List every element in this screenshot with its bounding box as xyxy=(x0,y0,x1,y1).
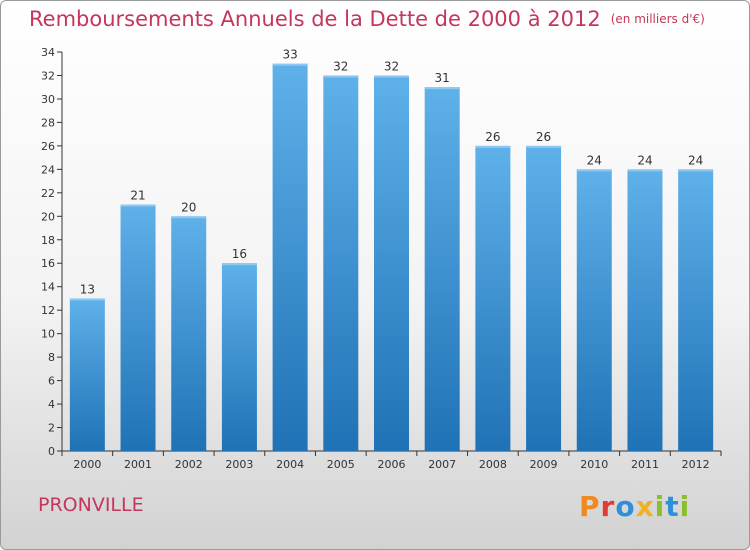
x-tick-label: 2004 xyxy=(276,458,304,471)
bar-value-label: 20 xyxy=(181,200,196,214)
y-tick-label: 2 xyxy=(48,422,55,435)
logo-letter: x xyxy=(635,490,655,523)
bar-highlight-2004 xyxy=(272,63,308,66)
x-tick-label: 2000 xyxy=(73,458,101,471)
bar-2007 xyxy=(424,87,460,452)
chart-unit: (en milliers d'€) xyxy=(610,12,705,26)
x-tick-label: 2012 xyxy=(682,458,710,471)
logo-letter: P xyxy=(579,490,601,523)
bar-2006 xyxy=(374,75,409,452)
y-tick-label: 32 xyxy=(41,69,55,82)
x-tick-label: 2006 xyxy=(378,458,406,471)
bar-highlight-2007 xyxy=(424,87,460,90)
y-tick-label: 18 xyxy=(41,234,55,247)
y-tick-label: 8 xyxy=(48,351,55,364)
bar-value-label: 26 xyxy=(485,130,500,144)
bar-value-label: 32 xyxy=(333,59,348,73)
bar-highlight-2001 xyxy=(120,204,156,207)
y-tick-label: 34 xyxy=(41,46,55,59)
y-tick-label: 6 xyxy=(48,375,55,388)
logo-letter: r xyxy=(600,490,616,523)
bar-highlight-2005 xyxy=(323,75,359,78)
bar-value-label: 24 xyxy=(587,153,602,167)
bar-value-label: 31 xyxy=(435,71,450,85)
proxiti-logo[interactable]: Proxiti xyxy=(579,490,690,523)
y-tick-label: 20 xyxy=(41,210,55,223)
bar-2001 xyxy=(120,204,156,451)
x-tick-label: 2005 xyxy=(327,458,355,471)
bar-highlight-2011 xyxy=(627,169,663,172)
logo-letter: i xyxy=(654,490,666,523)
bar-highlight-2009 xyxy=(526,145,562,148)
bar-2012 xyxy=(678,169,714,451)
bar-highlight-2003 xyxy=(221,263,257,266)
y-tick-label: 28 xyxy=(41,116,55,129)
y-tick-label: 4 xyxy=(48,398,55,411)
x-tick-label: 2002 xyxy=(175,458,203,471)
bar-value-label: 13 xyxy=(80,282,95,296)
bar-value-label: 32 xyxy=(384,59,399,73)
bar-2003 xyxy=(221,263,257,451)
bar-value-label: 24 xyxy=(637,153,652,167)
chart-title: Remboursements Annuels de la Dette de 20… xyxy=(29,7,705,31)
bar-value-label: 21 xyxy=(130,189,145,203)
bar-value-label: 24 xyxy=(688,153,703,167)
bar-2005 xyxy=(323,75,359,452)
bar-2000 xyxy=(69,298,105,451)
y-tick-label: 10 xyxy=(41,328,55,341)
location-name: PRONVILLE xyxy=(38,494,144,516)
bar-highlight-2002 xyxy=(171,216,207,219)
x-tick-label: 2011 xyxy=(631,458,659,471)
bar-2009 xyxy=(526,145,562,451)
y-tick-label: 0 xyxy=(48,445,55,458)
logo-letter: t xyxy=(665,490,680,523)
y-tick-label: 12 xyxy=(41,304,55,317)
chart-title-text: Remboursements Annuels de la Dette de 20… xyxy=(29,7,601,31)
y-tick-label: 14 xyxy=(41,281,55,294)
bar-2011 xyxy=(627,169,663,451)
bar-highlight-2012 xyxy=(678,169,714,172)
x-tick-label: 2001 xyxy=(124,458,152,471)
bar-value-label: 26 xyxy=(536,130,551,144)
bar-highlight-2008 xyxy=(475,145,511,148)
bar-2002 xyxy=(171,216,207,451)
bar-highlight-2006 xyxy=(374,75,409,78)
logo-letter: o xyxy=(615,490,636,523)
y-tick-label: 24 xyxy=(41,163,55,176)
x-tick-label: 2010 xyxy=(580,458,608,471)
y-tick-label: 22 xyxy=(41,187,55,200)
x-tick-label: 2007 xyxy=(428,458,456,471)
bar-2008 xyxy=(475,145,511,451)
bar-value-label: 16 xyxy=(232,247,247,261)
y-tick-label: 16 xyxy=(41,257,55,270)
x-tick-label: 2009 xyxy=(530,458,558,471)
bar-2010 xyxy=(576,169,612,451)
bar-highlight-2000 xyxy=(69,298,105,301)
y-tick-label: 26 xyxy=(41,140,55,153)
bar-2004 xyxy=(272,63,308,452)
x-tick-label: 2008 xyxy=(479,458,507,471)
bar-value-label: 33 xyxy=(282,48,297,62)
x-tick-label: 2003 xyxy=(225,458,253,471)
bar-highlight-2010 xyxy=(576,169,612,172)
logo-letter: i xyxy=(679,490,691,523)
y-tick-label: 30 xyxy=(41,93,55,106)
